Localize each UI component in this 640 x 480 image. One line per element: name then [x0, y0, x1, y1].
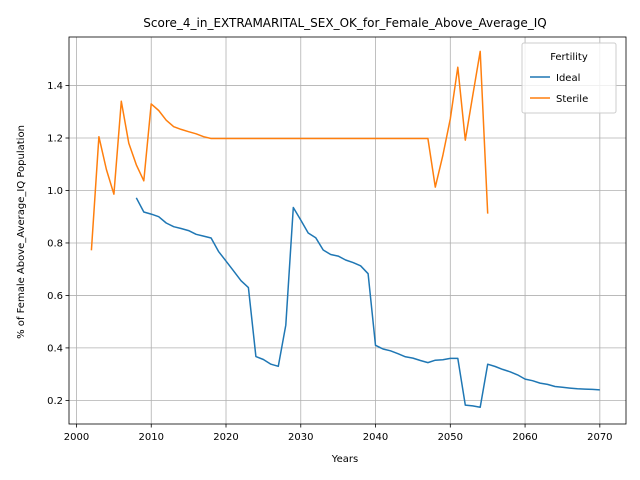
x-tick-label: 2000	[64, 432, 89, 443]
x-tick-label: 2070	[587, 432, 612, 443]
x-tick-label: 2030	[288, 432, 313, 443]
y-tick-label: 1.0	[47, 186, 63, 197]
series-line-ideal	[135, 197, 600, 408]
series-line-sterile	[90, 50, 489, 251]
legend: Fertility Ideal Sterile	[521, 42, 617, 114]
y-tick-label: 1.4	[47, 81, 63, 92]
y-tick-label: 0.4	[47, 343, 63, 354]
legend-title: Fertility	[550, 52, 588, 63]
x-tick-label: 2010	[139, 432, 164, 443]
y-tick-label: 1.2	[47, 134, 63, 145]
x-tick-label: 2050	[438, 432, 463, 443]
y-axis-label: % of Female Above_Average_IQ Population	[16, 125, 27, 339]
y-tick-label: 0.6	[47, 291, 63, 302]
legend-label-ideal: Ideal	[556, 73, 580, 84]
x-tick-label: 2020	[213, 432, 238, 443]
plot-frame	[68, 36, 627, 425]
legend-label-sterile: Sterile	[556, 94, 588, 105]
series-lines	[90, 50, 600, 408]
chart-title: Score_4_in_EXTRAMARITAL_SEX_OK_for_Femal…	[143, 16, 546, 30]
y-tick-label: 0.2	[47, 396, 63, 407]
x-tick-label: 2040	[363, 432, 388, 443]
x-axis-label: Years	[331, 454, 358, 465]
legend-box	[521, 42, 617, 114]
axis-ticks: 2000 2010 2020 2030 2040 2050 2060 2070 0.2 0.4 0.…	[47, 81, 612, 443]
x-tick-label: 2060	[512, 432, 537, 443]
y-tick-label: 0.8	[47, 238, 63, 249]
